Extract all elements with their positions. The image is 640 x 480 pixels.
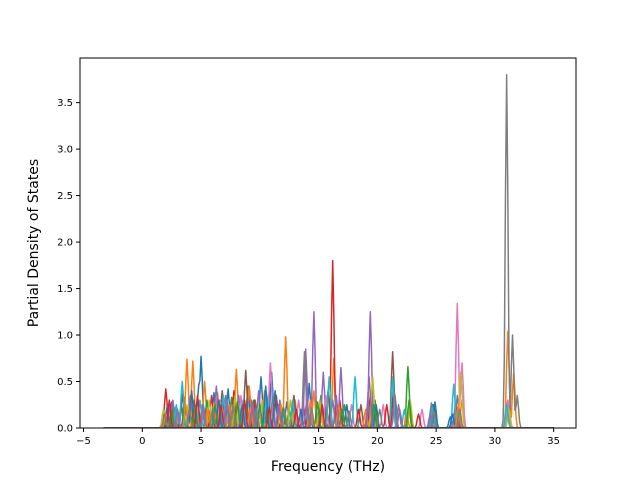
y-tick-label: 2.5 — [57, 191, 73, 202]
plot-background — [80, 58, 576, 428]
x-axis-title: Frequency (THz) — [271, 459, 385, 475]
y-tick-label: 3.0 — [57, 145, 73, 156]
x-tick-label: 30 — [489, 436, 502, 447]
x-tick-label: 0 — [139, 436, 145, 447]
x-tick-label: 35 — [547, 436, 560, 447]
y-tick-label: 0.0 — [57, 424, 73, 435]
x-tick-label: 25 — [430, 436, 443, 447]
plot-frame — [79, 57, 577, 429]
pdos-series-10 — [103, 376, 554, 428]
y-axis-title: Partial Density of States — [26, 159, 42, 327]
pdos-series-15 — [103, 376, 554, 428]
y-tick-label: 2.0 — [57, 238, 73, 249]
x-tick-label: 5 — [198, 436, 204, 447]
y-tick-label: 0.5 — [57, 377, 73, 388]
x-tick-label: 20 — [371, 436, 384, 447]
y-tick-label: 1.0 — [57, 331, 73, 342]
y-tick-label: 1.5 — [57, 284, 73, 295]
x-tick-label: −5 — [76, 436, 91, 447]
y-axis: 0.0 0.5 1.0 1.5 2.0 2.5 3.0 3.5 — [57, 98, 80, 435]
x-tick-label: 10 — [253, 436, 266, 447]
y-tick-label: 3.5 — [57, 98, 73, 109]
pdos-series-7 — [103, 302, 554, 428]
x-tick-label: 15 — [312, 436, 325, 447]
x-axis: −5 0 5 10 15 20 25 30 35 — [76, 428, 560, 447]
